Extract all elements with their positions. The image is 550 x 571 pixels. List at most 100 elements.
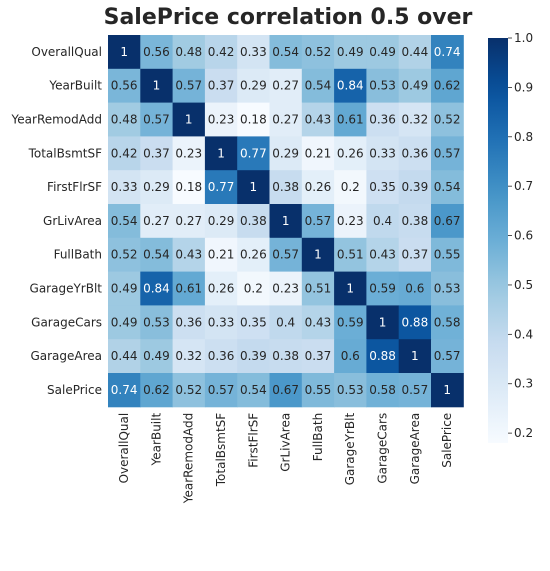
- heatmap-cell: [431, 373, 464, 408]
- heatmap-cell: [108, 305, 141, 340]
- y-tick-label: GarageArea: [30, 349, 102, 363]
- heatmap-cell: [431, 305, 464, 340]
- heatmap-cell: [301, 170, 335, 205]
- heatmap-cell: [398, 136, 432, 171]
- cell-value-label: 0.21: [305, 146, 332, 160]
- cell-value-label: 0.18: [175, 180, 202, 194]
- y-tick-label: FullBath: [54, 248, 102, 262]
- cell-value-label: 0.77: [208, 180, 235, 194]
- cell-value-label: 0.62: [143, 383, 170, 397]
- cell-value-label: 0.38: [240, 214, 267, 228]
- cell-value-label: 0.39: [240, 349, 267, 363]
- cell-value-label: 0.84: [143, 282, 170, 296]
- heatmap-cell: [269, 102, 303, 137]
- cell-value-label: 0.55: [434, 248, 461, 262]
- cell-value-label: 0.35: [240, 315, 267, 329]
- cell-value-label: 0.23: [175, 146, 202, 160]
- chart-title: SalePrice correlation 0.5 over: [104, 5, 473, 30]
- heatmap-cell: [204, 68, 238, 104]
- heatmap-cell: [431, 170, 464, 205]
- heatmap-cell: [204, 305, 238, 340]
- heatmap-cell: [108, 35, 141, 70]
- cell-value-label: 1: [346, 282, 354, 296]
- colorbar-tick-label: 0.8: [514, 130, 533, 144]
- heatmap-cell: [204, 102, 238, 137]
- cell-value-label: 0.37: [305, 349, 332, 363]
- cell-value-label: 0.32: [175, 349, 202, 363]
- heatmap-cell: [172, 339, 206, 374]
- cell-value-label: 0.77: [240, 146, 267, 160]
- cell-value-label: 0.37: [143, 146, 170, 160]
- cell-value-label: 0.42: [208, 45, 235, 59]
- heatmap-cell: [431, 339, 464, 374]
- x-tick-label: FirstFlrSF: [246, 413, 260, 468]
- heatmap-cell: [334, 102, 367, 137]
- heatmap-cell: [204, 373, 238, 408]
- cell-value-label: 0.43: [305, 113, 332, 127]
- cell-value-label: 0.67: [272, 383, 299, 397]
- cell-value-label: 0.57: [143, 113, 170, 127]
- cell-value-label: 0.26: [337, 146, 364, 160]
- cell-value-label: 0.57: [272, 248, 299, 262]
- heatmap-cell: [140, 271, 174, 306]
- heatmap-cell: [204, 271, 238, 306]
- x-tick-label: FullBath: [311, 413, 325, 461]
- colorbar-tick-label: 0.5: [514, 278, 533, 292]
- heatmap-cell: [398, 339, 432, 374]
- heatmap-cell: [334, 339, 367, 374]
- heatmap-cell: [301, 339, 335, 374]
- cell-value-label: 0.54: [240, 383, 267, 397]
- cell-value-label: 0.23: [272, 282, 299, 296]
- heatmap-cell: [366, 68, 400, 104]
- heatmap-cell: [237, 35, 270, 70]
- y-tick-label: TotalBsmtSF: [28, 146, 103, 160]
- heatmap-cell: [140, 170, 174, 205]
- heatmap-cell: [334, 237, 367, 273]
- colorbar-tick-label: 0.4: [514, 327, 533, 341]
- cell-value-label: 0.18: [240, 113, 267, 127]
- heatmap-cell: [269, 204, 303, 239]
- colorbar-tick-label: 0.2: [514, 426, 533, 440]
- cell-value-label: 0.57: [305, 214, 332, 228]
- cell-value-label: 0.49: [401, 79, 428, 93]
- heatmap-cell: [366, 373, 400, 408]
- cell-value-label: 0.37: [208, 79, 235, 93]
- heatmap-cell: [172, 170, 206, 205]
- heatmap-cell: [140, 136, 174, 171]
- cell-value-label: 0.57: [208, 383, 235, 397]
- cell-value-label: 1: [282, 214, 290, 228]
- heatmap-cell: [334, 271, 367, 306]
- cell-value-label: 0.36: [369, 113, 396, 127]
- heatmap-cell: [301, 271, 335, 306]
- heatmap-cell: [108, 271, 141, 306]
- heatmap-cell: [108, 102, 141, 137]
- y-tick-label: GrLivArea: [43, 214, 102, 228]
- cell-value-label: 0.38: [272, 180, 299, 194]
- y-tick-label: GarageCars: [31, 315, 102, 329]
- colorbar-tick-label: 0.3: [514, 377, 533, 391]
- heatmap-cell: [366, 237, 400, 273]
- x-tick-label: GarageCars: [376, 413, 390, 484]
- heatmap-cell: [140, 305, 174, 340]
- heatmap-cell: [334, 373, 367, 408]
- heatmap-cell: [204, 204, 238, 239]
- cell-value-label: 0.52: [305, 45, 332, 59]
- heatmap-cell: [237, 373, 270, 408]
- cell-value-label: 0.23: [337, 214, 364, 228]
- cell-value-label: 1: [153, 79, 161, 93]
- heatmap-cell: [366, 204, 400, 239]
- cell-value-label: 0.52: [175, 383, 202, 397]
- cell-value-label: 0.49: [111, 282, 138, 296]
- heatmap-cell: [301, 373, 335, 408]
- x-tick-label: GrLivArea: [279, 413, 293, 472]
- cell-value-label: 0.57: [175, 79, 202, 93]
- cell-value-label: 0.53: [434, 282, 461, 296]
- cell-value-label: 0.36: [401, 146, 428, 160]
- x-tick-label: YearRemodAdd: [182, 413, 196, 504]
- cell-value-label: 0.27: [143, 214, 170, 228]
- cell-value-label: 0.43: [175, 248, 202, 262]
- heatmap-cell: [366, 102, 400, 137]
- heatmap-cell: [140, 68, 174, 104]
- cell-value-label: 0.52: [434, 113, 461, 127]
